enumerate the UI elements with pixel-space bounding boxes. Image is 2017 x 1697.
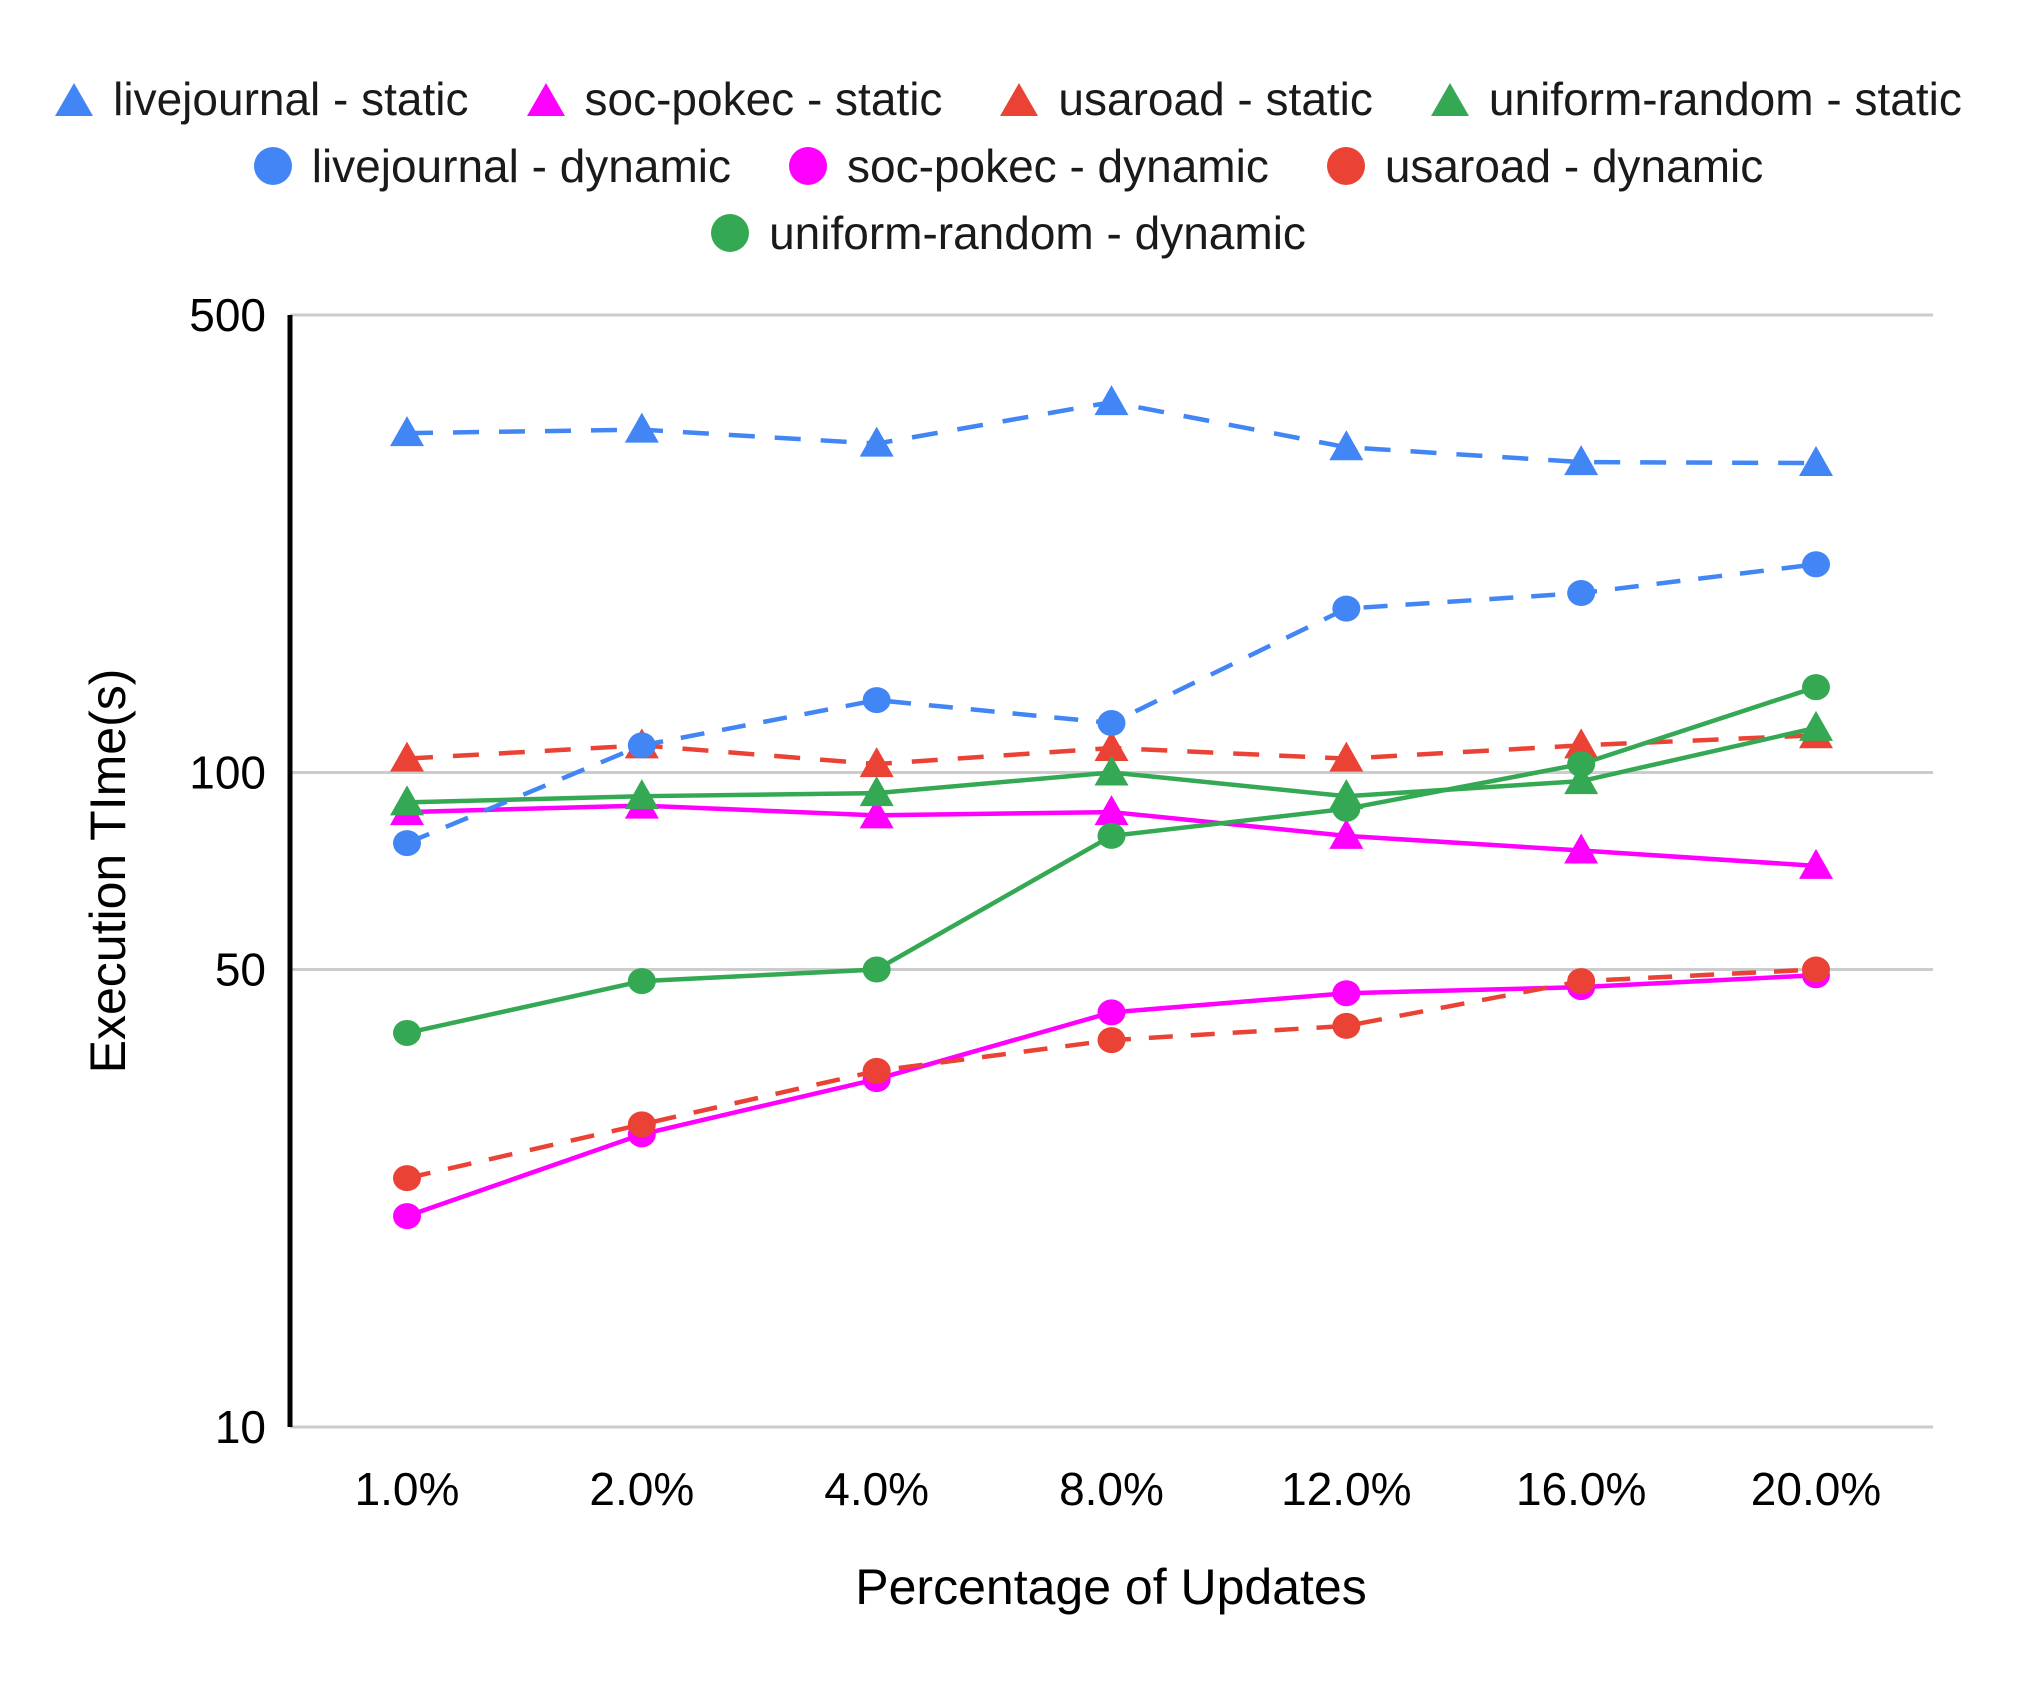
data-point-usaroad-dynamic-4-0 bbox=[862, 1057, 891, 1084]
data-point-uniform-random-static-20-0 bbox=[1799, 710, 1833, 741]
legend-label: usaroad - dynamic bbox=[1384, 140, 1764, 192]
x-axis-title: Percentage of Updates bbox=[855, 1559, 1367, 1615]
data-point-livejournal-static-4-0 bbox=[859, 426, 894, 457]
data-point-uniform-random-static-16-0 bbox=[1564, 764, 1599, 795]
legend-item-soc-pokec-static: soc-pokec - static bbox=[526, 72, 943, 126]
legend-item-uniform-random-static: uniform-random - static bbox=[1430, 72, 1962, 126]
legend-marker-circle-icon bbox=[789, 147, 828, 185]
data-point-usaroad-static-12-0 bbox=[1329, 741, 1364, 772]
data-point-livejournal-static-12-0 bbox=[1329, 430, 1364, 461]
series-uniform-random-static bbox=[390, 710, 1833, 816]
data-point-livejournal-static-16-0 bbox=[1564, 445, 1599, 476]
data-point-usaroad-dynamic-16-0 bbox=[1567, 968, 1596, 995]
y-tick-label-500: 500 bbox=[189, 289, 266, 341]
legend-marker-triangle-icon bbox=[55, 82, 94, 116]
legend-marker-triangle-icon bbox=[1000, 82, 1039, 116]
data-point-livejournal-dynamic-16-0 bbox=[1567, 580, 1596, 607]
legend-marker-circle-icon bbox=[1326, 147, 1365, 185]
data-point-usaroad-static-4-0 bbox=[859, 747, 894, 778]
data-point-uniform-random-dynamic-4-0 bbox=[862, 956, 891, 983]
data-point-usaroad-static-1-0 bbox=[390, 741, 424, 772]
y-tick-label-10: 10 bbox=[215, 1401, 266, 1453]
series-livejournal-static bbox=[390, 385, 1833, 477]
data-point-uniform-random-static-8-0 bbox=[1094, 755, 1129, 786]
legend-marker-circle-icon bbox=[253, 147, 292, 185]
legend-marker-triangle-icon bbox=[526, 82, 565, 116]
data-point-livejournal-dynamic-4-0 bbox=[862, 687, 891, 714]
legend-label: livejournal - static bbox=[113, 73, 469, 125]
data-point-usaroad-dynamic-2-0 bbox=[627, 1111, 656, 1138]
series-soc-pokec-dynamic bbox=[393, 962, 1830, 1230]
legend-label: soc-pokec - dynamic bbox=[847, 140, 1269, 192]
legend-item-usaroad-static: usaroad - static bbox=[1000, 72, 1373, 126]
data-point-soc-pokec-static-4-0 bbox=[859, 798, 894, 829]
x-tick-label-2-0: 2.0% bbox=[589, 1463, 694, 1515]
x-tick-label-1-0: 1.0% bbox=[355, 1463, 460, 1515]
y-tick-label-50: 50 bbox=[215, 944, 266, 996]
y-tick-label-100: 100 bbox=[189, 746, 266, 798]
legend-row-3: uniform-random - dynamic bbox=[711, 206, 1306, 260]
legend-label: uniform-random - static bbox=[1488, 73, 1962, 125]
data-point-livejournal-static-1-0 bbox=[390, 416, 424, 447]
series-livejournal-dynamic bbox=[393, 551, 1830, 857]
legend-row-2: livejournal - dynamic soc-pokec - dynamic… bbox=[253, 139, 1764, 193]
data-point-livejournal-dynamic-2-0 bbox=[627, 732, 656, 759]
series-uniform-random-dynamic bbox=[393, 674, 1830, 1046]
data-point-soc-pokec-dynamic-8-0 bbox=[1097, 999, 1126, 1026]
data-point-soc-pokec-static-8-0 bbox=[1094, 795, 1129, 826]
x-tick-label-12-0: 12.0% bbox=[1281, 1463, 1411, 1515]
legend-item-soc-pokec-dynamic: soc-pokec - dynamic bbox=[789, 139, 1269, 193]
data-point-uniform-random-static-1-0 bbox=[390, 785, 424, 816]
data-point-livejournal-static-20-0 bbox=[1799, 446, 1833, 477]
data-point-livejournal-dynamic-1-0 bbox=[393, 830, 421, 857]
data-point-soc-pokec-static-16-0 bbox=[1564, 833, 1599, 864]
data-point-usaroad-static-8-0 bbox=[1094, 730, 1129, 761]
x-tick-label-16-0: 16.0% bbox=[1516, 1463, 1646, 1515]
data-point-uniform-random-dynamic-12-0 bbox=[1332, 795, 1361, 822]
x-tick-label-8-0: 8.0% bbox=[1059, 1463, 1164, 1515]
legend-item-livejournal-static: livejournal - static bbox=[55, 72, 469, 126]
legend-label: soc-pokec - static bbox=[584, 73, 943, 125]
data-point-livejournal-static-2-0 bbox=[624, 412, 659, 443]
legend-marker-triangle-icon bbox=[1430, 82, 1469, 116]
data-point-uniform-random-dynamic-16-0 bbox=[1567, 751, 1596, 778]
data-point-usaroad-dynamic-12-0 bbox=[1332, 1012, 1361, 1039]
legend-label: usaroad - static bbox=[1058, 73, 1373, 125]
data-point-livejournal-dynamic-20-0 bbox=[1802, 551, 1830, 578]
data-point-uniform-random-dynamic-8-0 bbox=[1097, 822, 1126, 849]
data-point-livejournal-dynamic-8-0 bbox=[1097, 710, 1126, 737]
data-point-uniform-random-dynamic-20-0 bbox=[1802, 674, 1830, 701]
data-point-uniform-random-static-4-0 bbox=[859, 776, 894, 807]
legend-item-usaroad-dynamic: usaroad - dynamic bbox=[1326, 139, 1764, 193]
chart-legend: livejournal - static soc-pokec - static us… bbox=[0, 72, 2017, 260]
legend-label: livejournal - dynamic bbox=[311, 140, 732, 192]
x-tick-label-20-0: 20.0% bbox=[1751, 1463, 1881, 1515]
data-point-soc-pokec-static-20-0 bbox=[1799, 848, 1833, 879]
data-point-soc-pokec-dynamic-1-0 bbox=[393, 1203, 421, 1230]
x-tick-label-4-0: 4.0% bbox=[824, 1463, 929, 1515]
legend-item-uniform-random-dynamic: uniform-random - dynamic bbox=[711, 206, 1306, 260]
data-point-usaroad-static-16-0 bbox=[1564, 728, 1599, 759]
legend-row-1: livejournal - static soc-pokec - static us… bbox=[55, 72, 1962, 126]
data-point-livejournal-dynamic-12-0 bbox=[1332, 595, 1361, 622]
data-point-uniform-random-dynamic-2-0 bbox=[627, 968, 656, 995]
data-point-usaroad-dynamic-20-0 bbox=[1802, 956, 1830, 983]
data-point-livejournal-static-8-0 bbox=[1094, 385, 1129, 416]
data-point-uniform-random-dynamic-1-0 bbox=[393, 1019, 421, 1046]
data-point-usaroad-dynamic-1-0 bbox=[393, 1165, 421, 1192]
data-point-uniform-random-static-2-0 bbox=[624, 779, 659, 810]
data-point-usaroad-dynamic-8-0 bbox=[1097, 1027, 1126, 1054]
data-point-soc-pokec-static-12-0 bbox=[1329, 818, 1364, 849]
legend-label: uniform-random - dynamic bbox=[769, 207, 1306, 259]
data-point-soc-pokec-dynamic-12-0 bbox=[1332, 980, 1361, 1007]
legend-item-livejournal-dynamic: livejournal - dynamic bbox=[253, 139, 732, 193]
legend-marker-circle-icon bbox=[711, 214, 750, 252]
series-usaroad-dynamic bbox=[393, 956, 1830, 1192]
